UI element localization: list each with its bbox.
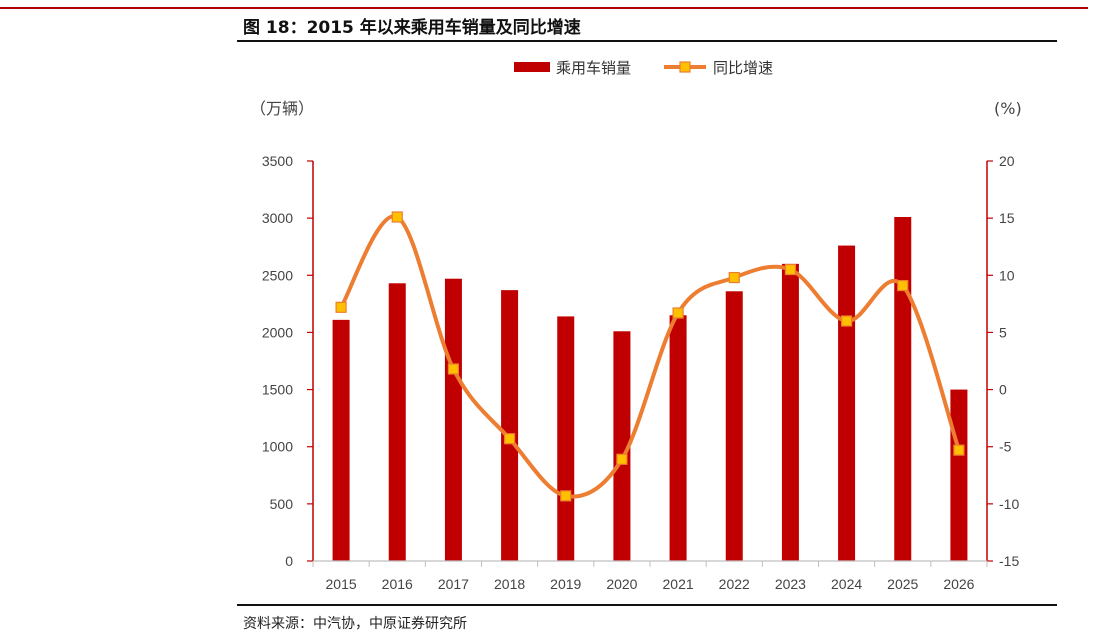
bar-2026 <box>950 389 968 561</box>
bar-2016 <box>388 283 406 561</box>
x-tick-label: 2020 <box>606 576 637 592</box>
bottom-rule <box>237 604 1057 606</box>
growth-point-2024 <box>840 315 853 327</box>
bar-2021 <box>669 315 687 561</box>
growth-point-2016 <box>391 211 403 223</box>
left-tick-label: 0 <box>285 553 293 569</box>
left-tick-label: 3500 <box>262 153 293 169</box>
growth-point-2025 <box>897 279 909 292</box>
growth-point-2019 <box>560 490 572 502</box>
growth-point-2015 <box>335 301 347 313</box>
top-rule <box>0 7 1088 9</box>
left-axis: 0 500 1000 1500 2000 2500 3000 3500 <box>262 153 314 569</box>
x-tick-label: 2022 <box>719 576 750 592</box>
bar-2019 <box>557 316 575 561</box>
legend: 乘用车销量 同比增速 <box>514 59 773 77</box>
growth-point-2026 <box>953 444 965 456</box>
left-tick-label: 1000 <box>262 439 293 455</box>
right-axis-unit: (%) <box>994 99 1022 118</box>
right-tick-label: -5 <box>999 439 1012 455</box>
right-tick-label: 0 <box>999 382 1007 398</box>
growth-point-2018 <box>503 433 516 445</box>
left-tick-label: 2500 <box>262 267 293 283</box>
bar-2023 <box>781 263 799 561</box>
right-tick-label: 10 <box>999 267 1015 283</box>
bar-series <box>332 217 968 562</box>
right-tick-label: -15 <box>999 553 1019 569</box>
growth-point-2017 <box>447 363 460 375</box>
bar-2024 <box>838 245 856 562</box>
x-tick-label: 2015 <box>326 576 357 592</box>
right-tick-label: 20 <box>999 153 1015 169</box>
x-axis: 2015 2016 2017 2018 2019 2020 2021 2022 2023 2024… <box>312 560 988 592</box>
growth-point-2022 <box>728 271 740 284</box>
bar-2015 <box>332 319 350 561</box>
source-note: 资料来源：中汽协，中原证券研究所 <box>243 616 467 632</box>
title-rule <box>237 40 1057 42</box>
left-tick-label: 500 <box>270 496 294 512</box>
legend-line-marker <box>679 61 691 73</box>
right-tick-label: 15 <box>999 210 1015 226</box>
x-tick-label: 2024 <box>831 576 862 592</box>
x-tick-label: 2021 <box>663 576 694 592</box>
x-tick-label: 2026 <box>943 576 974 592</box>
bar-2017 <box>444 278 462 561</box>
x-tick-label: 2019 <box>550 576 581 592</box>
x-tick-label: 2017 <box>438 576 469 592</box>
right-tick-label: -10 <box>999 496 1019 512</box>
bar-2018 <box>501 290 519 561</box>
bar-2020 <box>613 331 631 561</box>
legend-bar-swatch <box>514 62 550 72</box>
left-tick-label: 2000 <box>262 324 293 340</box>
legend-bar-label: 乘用车销量 <box>556 59 631 77</box>
right-tick-label: 5 <box>999 324 1007 340</box>
line-series <box>335 211 965 502</box>
growth-line <box>339 214 961 499</box>
x-tick-label: 2023 <box>775 576 806 592</box>
bar-2025 <box>894 217 912 561</box>
left-tick-label: 1500 <box>262 382 293 398</box>
right-axis: -15 -10 -5 0 5 10 15 20 <box>986 153 1019 569</box>
x-tick-label: 2025 <box>887 576 918 592</box>
legend-line-label: 同比增速 <box>713 59 773 77</box>
growth-point-2023 <box>784 263 797 276</box>
growth-point-2021 <box>672 307 684 319</box>
left-axis-unit: （万辆） <box>250 99 314 118</box>
growth-point-2020 <box>616 453 628 465</box>
bar-2022 <box>725 291 743 561</box>
x-tick-label: 2016 <box>382 576 413 592</box>
x-tick-label: 2018 <box>494 576 525 592</box>
figure-title: 图 18：2015 年以来乘用车销量及同比增速 <box>243 18 581 38</box>
left-tick-label: 3000 <box>262 210 293 226</box>
